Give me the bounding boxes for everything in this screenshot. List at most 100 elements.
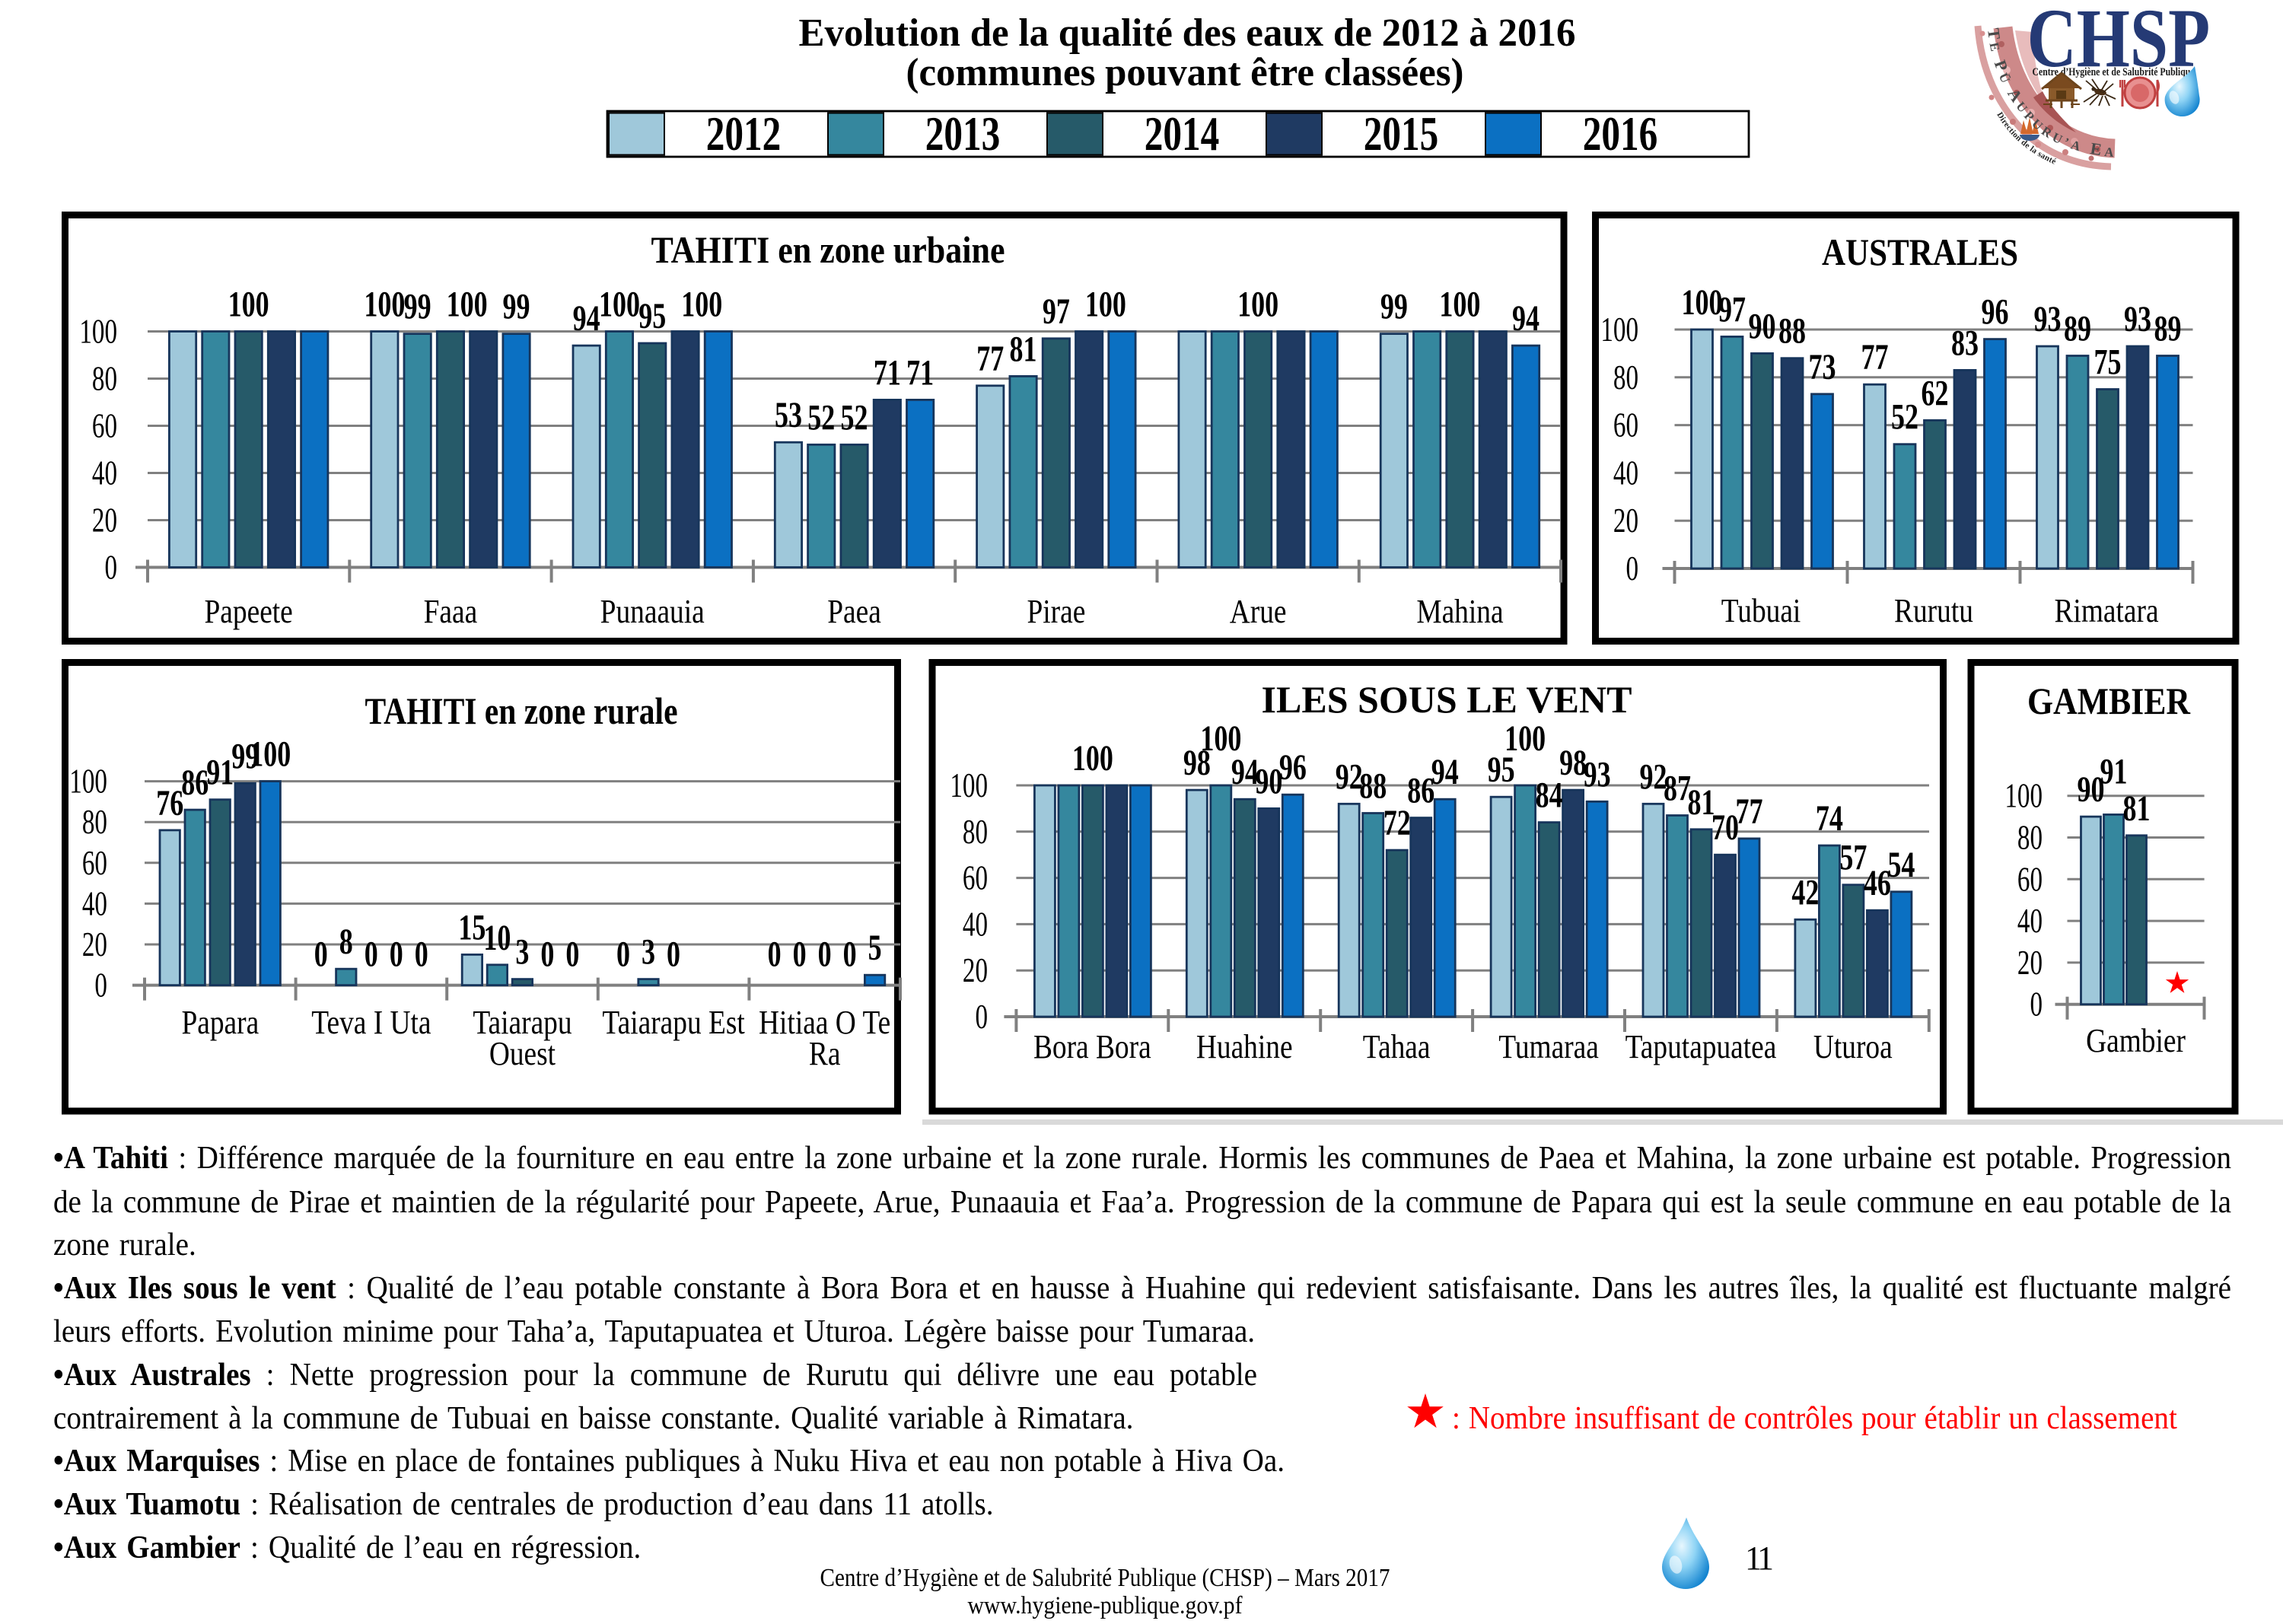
svg-text:Teva I Uta: Teva I Uta [311, 1004, 431, 1040]
svg-text:8: 8 [339, 922, 353, 962]
svg-text:95: 95 [638, 296, 666, 336]
svg-text:89: 89 [2154, 309, 2182, 349]
svg-text:0: 0 [2030, 984, 2043, 1024]
svg-text:•A Tahiti : Différence marquée: •A Tahiti : Différence marquée de la fou… [53, 1140, 2231, 1176]
svg-text:: Nombre insuffisant de contrô: : Nombre insuffisant de contrôles pour é… [1452, 1400, 2177, 1436]
svg-text:90: 90 [1748, 307, 1775, 347]
svg-text:20: 20 [92, 500, 117, 540]
svg-text:0: 0 [94, 965, 107, 1005]
svg-text:100: 100 [1200, 718, 1241, 759]
svg-text:93: 93 [2124, 299, 2151, 339]
svg-text:Hitiaa O Te: Hitiaa O Te [759, 1004, 890, 1040]
svg-text:93: 93 [1584, 754, 1611, 794]
svg-text:88: 88 [1359, 766, 1387, 807]
svg-text:91: 91 [2100, 752, 2127, 792]
svg-text:86: 86 [181, 763, 209, 803]
svg-text:52: 52 [841, 397, 868, 438]
svg-text:20: 20 [82, 925, 107, 964]
svg-text:0: 0 [314, 935, 328, 975]
svg-text:52: 52 [1891, 397, 1918, 438]
svg-text:•Aux Tuamotu : Réalisation de: •Aux Tuamotu : Réalisation de centrales … [53, 1486, 993, 1522]
svg-text:100: 100 [79, 311, 117, 351]
svg-text:20: 20 [1613, 501, 1638, 540]
svg-text:100: 100 [1504, 718, 1546, 759]
svg-text:98: 98 [1559, 743, 1587, 783]
svg-text:zone rurale.: zone rurale. [53, 1227, 196, 1263]
svg-text:71: 71 [906, 353, 934, 393]
svg-text:81: 81 [1010, 330, 1037, 370]
svg-text:2013: 2013 [925, 107, 1001, 161]
svg-text:81: 81 [2122, 788, 2150, 829]
svg-text:Evolution de la qualité des ea: Evolution de la qualité des eaux de 2012… [799, 11, 1576, 55]
svg-text:40: 40 [92, 453, 117, 492]
svg-text:92: 92 [1336, 756, 1363, 797]
svg-text:100: 100 [1439, 285, 1480, 325]
svg-text:2015: 2015 [1364, 107, 1439, 161]
svg-text:Huahine: Huahine [1196, 1028, 1293, 1065]
svg-text:54: 54 [1887, 845, 1915, 885]
svg-text:75: 75 [2094, 342, 2122, 383]
svg-text:Bora Bora: Bora Bora [1033, 1028, 1151, 1065]
svg-text:77: 77 [976, 339, 1004, 379]
svg-text:80: 80 [92, 358, 117, 398]
svg-text:95: 95 [1488, 750, 1515, 790]
svg-text:5: 5 [868, 928, 882, 968]
svg-text:15: 15 [458, 908, 486, 948]
svg-text:0: 0 [565, 935, 579, 975]
svg-text:91: 91 [206, 753, 234, 793]
svg-text:94: 94 [1512, 298, 1540, 339]
svg-text:100: 100 [364, 285, 405, 325]
svg-text:40: 40 [82, 884, 107, 923]
svg-text:3: 3 [642, 932, 655, 973]
svg-text:100: 100 [1072, 738, 1113, 779]
svg-text:ILES SOUS LE VENT: ILES SOUS LE VENT [1262, 678, 1632, 721]
svg-text:Punaauia: Punaauia [600, 593, 705, 629]
svg-text:Ouest: Ouest [489, 1035, 556, 1072]
svg-text:60: 60 [92, 406, 117, 445]
svg-text:99: 99 [231, 736, 259, 776]
svg-text:0: 0 [975, 997, 988, 1036]
svg-text:10: 10 [483, 918, 511, 958]
svg-text:99: 99 [404, 287, 431, 327]
svg-text:77: 77 [1736, 791, 1763, 832]
svg-text:100: 100 [447, 285, 488, 325]
svg-text:73: 73 [1809, 347, 1836, 387]
svg-text:GAMBIER: GAMBIER [2027, 680, 2191, 722]
svg-text:94: 94 [573, 298, 600, 339]
svg-text:87: 87 [1664, 769, 1691, 809]
svg-text:•Aux Iles sous le vent : Quali: •Aux Iles sous le vent : Qualité de l’ea… [53, 1270, 2231, 1306]
svg-text:TAHITI en zone rurale: TAHITI en zone rurale [365, 689, 678, 732]
svg-text:88: 88 [1778, 311, 1806, 352]
svg-text:0: 0 [768, 935, 782, 975]
svg-text:TAHITI en zone urbaine: TAHITI en zone urbaine [651, 228, 1005, 271]
svg-text:71: 71 [874, 353, 901, 393]
svg-text:Taiarapu Est: Taiarapu Est [602, 1004, 745, 1040]
svg-text:42: 42 [1791, 872, 1819, 912]
svg-text:0: 0 [616, 935, 630, 975]
svg-text:2012: 2012 [706, 107, 782, 161]
svg-text:100: 100 [950, 766, 988, 805]
svg-text:46: 46 [1864, 863, 1891, 903]
svg-text:80: 80 [2017, 817, 2043, 857]
svg-text:0: 0 [818, 935, 832, 975]
svg-text:94: 94 [1431, 752, 1459, 792]
svg-text:Taputapuatea: Taputapuatea [1625, 1028, 1777, 1065]
svg-text:20: 20 [963, 951, 988, 990]
svg-text:0: 0 [365, 935, 378, 975]
svg-text:93: 93 [2033, 299, 2061, 339]
svg-text:60: 60 [963, 858, 988, 897]
svg-text:AUSTRALES: AUSTRALES [1822, 231, 2018, 273]
svg-text:0: 0 [843, 935, 857, 975]
svg-text:76: 76 [156, 783, 183, 823]
svg-text:97: 97 [1718, 290, 1746, 330]
svg-text:97: 97 [1043, 291, 1070, 332]
svg-text:www.hygiene-publique.gov.pf: www.hygiene-publique.gov.pf [968, 1592, 1243, 1619]
svg-text:89: 89 [2064, 309, 2091, 349]
svg-text:Faaa: Faaa [424, 593, 478, 629]
svg-text:Tubuai: Tubuai [1721, 592, 1801, 629]
svg-text:Papara: Papara [181, 1004, 259, 1040]
svg-text:83: 83 [1951, 323, 1979, 364]
svg-text:74: 74 [1816, 798, 1843, 839]
svg-text:100: 100 [69, 761, 107, 801]
svg-text:99: 99 [503, 287, 530, 327]
